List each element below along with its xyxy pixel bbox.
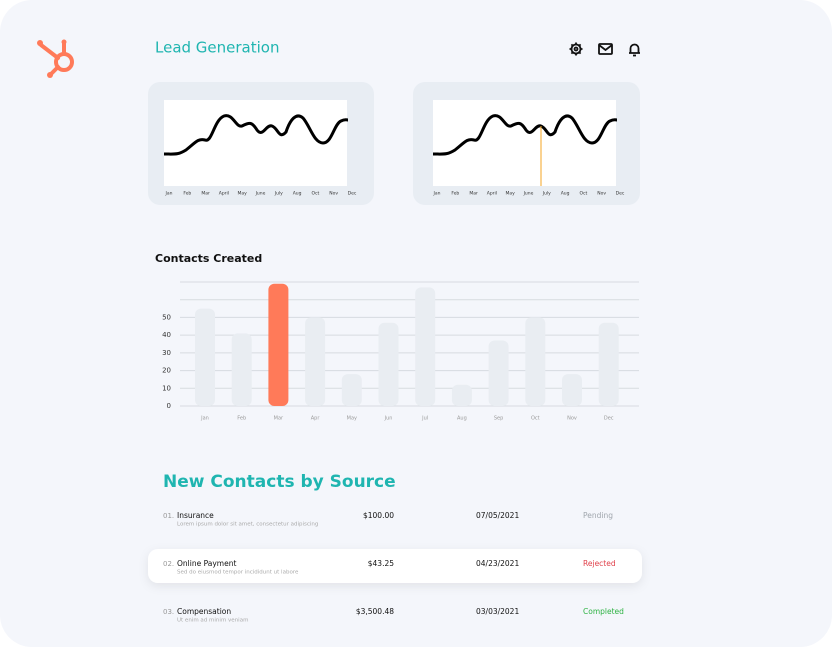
month-label: July (542, 191, 551, 197)
x-tick-label: Oct (531, 416, 540, 422)
x-tick-label: Aug (457, 416, 467, 422)
bar (525, 317, 546, 406)
lead-chart-card (148, 82, 374, 205)
month-label: Jan (165, 191, 173, 197)
month-label: Mar (469, 191, 478, 197)
row-status: Pending (583, 511, 613, 520)
x-tick-label: Jul (421, 416, 428, 422)
x-tick-label: Nov (567, 416, 577, 422)
row-description: Sed do eiusmod tempor incididunt ut labo… (177, 570, 299, 576)
row-highlight (148, 549, 642, 583)
bar (562, 374, 582, 406)
row-name: Online Payment (177, 559, 236, 568)
month-label: April (487, 191, 497, 197)
row-description: Lorem ipsum dolor sit amet, consectetur … (177, 522, 318, 528)
bar (451, 384, 472, 406)
y-tick-label: 20 (162, 367, 171, 375)
row-amount: $43.25 (368, 559, 394, 568)
row-description: Ut enim ad minim veniam (177, 618, 248, 624)
month-label: Oct (580, 191, 588, 197)
month-label: Nov (597, 191, 606, 197)
settings-icon[interactable] (569, 42, 583, 56)
row-date: 04/23/2021 (476, 559, 519, 568)
table-title: New Contacts by Source (163, 472, 396, 492)
month-label: April (219, 191, 229, 197)
row-amount: $100.00 (363, 511, 394, 520)
bar (195, 308, 215, 406)
month-label: Aug (561, 191, 570, 197)
x-tick-label: Dec (604, 416, 614, 422)
bar (341, 374, 362, 406)
x-tick-label: Feb (237, 416, 246, 422)
row-amount: $3,500.48 (356, 607, 394, 616)
bar (488, 340, 509, 406)
x-tick-label: Jan (200, 416, 209, 422)
x-tick-label: Apr (311, 416, 321, 422)
chart-title: Contacts Created (155, 252, 262, 265)
y-tick-label: 10 (162, 384, 171, 392)
lead-chart-card (413, 82, 640, 205)
bar (268, 283, 289, 406)
row-number: 02. (163, 560, 174, 568)
bar (415, 287, 436, 406)
month-label: May (506, 191, 516, 197)
bar (598, 322, 619, 406)
x-tick-label: Mar (274, 416, 284, 422)
month-label: Feb (183, 191, 191, 197)
row-name: Insurance (177, 511, 214, 520)
mail-icon[interactable] (598, 43, 613, 55)
month-label: June (255, 191, 266, 197)
row-status: Rejected (583, 559, 616, 568)
row-name: Compensation (177, 607, 231, 616)
bar (231, 333, 252, 406)
month-label: Oct (312, 191, 320, 197)
row-number: 01. (163, 512, 174, 520)
logo (37, 39, 74, 78)
trend-line (432, 114, 618, 156)
y-tick-label: 40 (162, 331, 171, 339)
y-tick-label: 50 (162, 313, 171, 321)
page-title: Lead Generation (155, 39, 279, 57)
x-tick-label: Jun (384, 416, 393, 422)
bar (305, 317, 326, 406)
bar (378, 322, 399, 406)
month-label: Mar (201, 191, 210, 197)
month-label: June (523, 191, 534, 197)
month-label: May (238, 191, 248, 197)
month-label: Dec (348, 191, 357, 197)
month-label: July (274, 191, 283, 197)
x-tick-label: May (347, 416, 357, 422)
month-label: Nov (329, 191, 338, 197)
y-tick-label: 30 (162, 349, 171, 357)
row-status: Completed (583, 607, 624, 616)
month-label: Feb (451, 191, 459, 197)
x-tick-label: Sep (494, 416, 503, 422)
bell-icon[interactable] (629, 43, 640, 57)
y-tick-label: 0 (167, 402, 171, 410)
row-date: 03/03/2021 (476, 607, 519, 616)
trend-line (163, 114, 349, 156)
row-date: 07/05/2021 (476, 511, 519, 520)
month-label: Aug (293, 191, 302, 197)
month-label: Jan (433, 191, 441, 197)
month-label: Dec (616, 191, 625, 197)
row-number: 03. (163, 608, 174, 616)
